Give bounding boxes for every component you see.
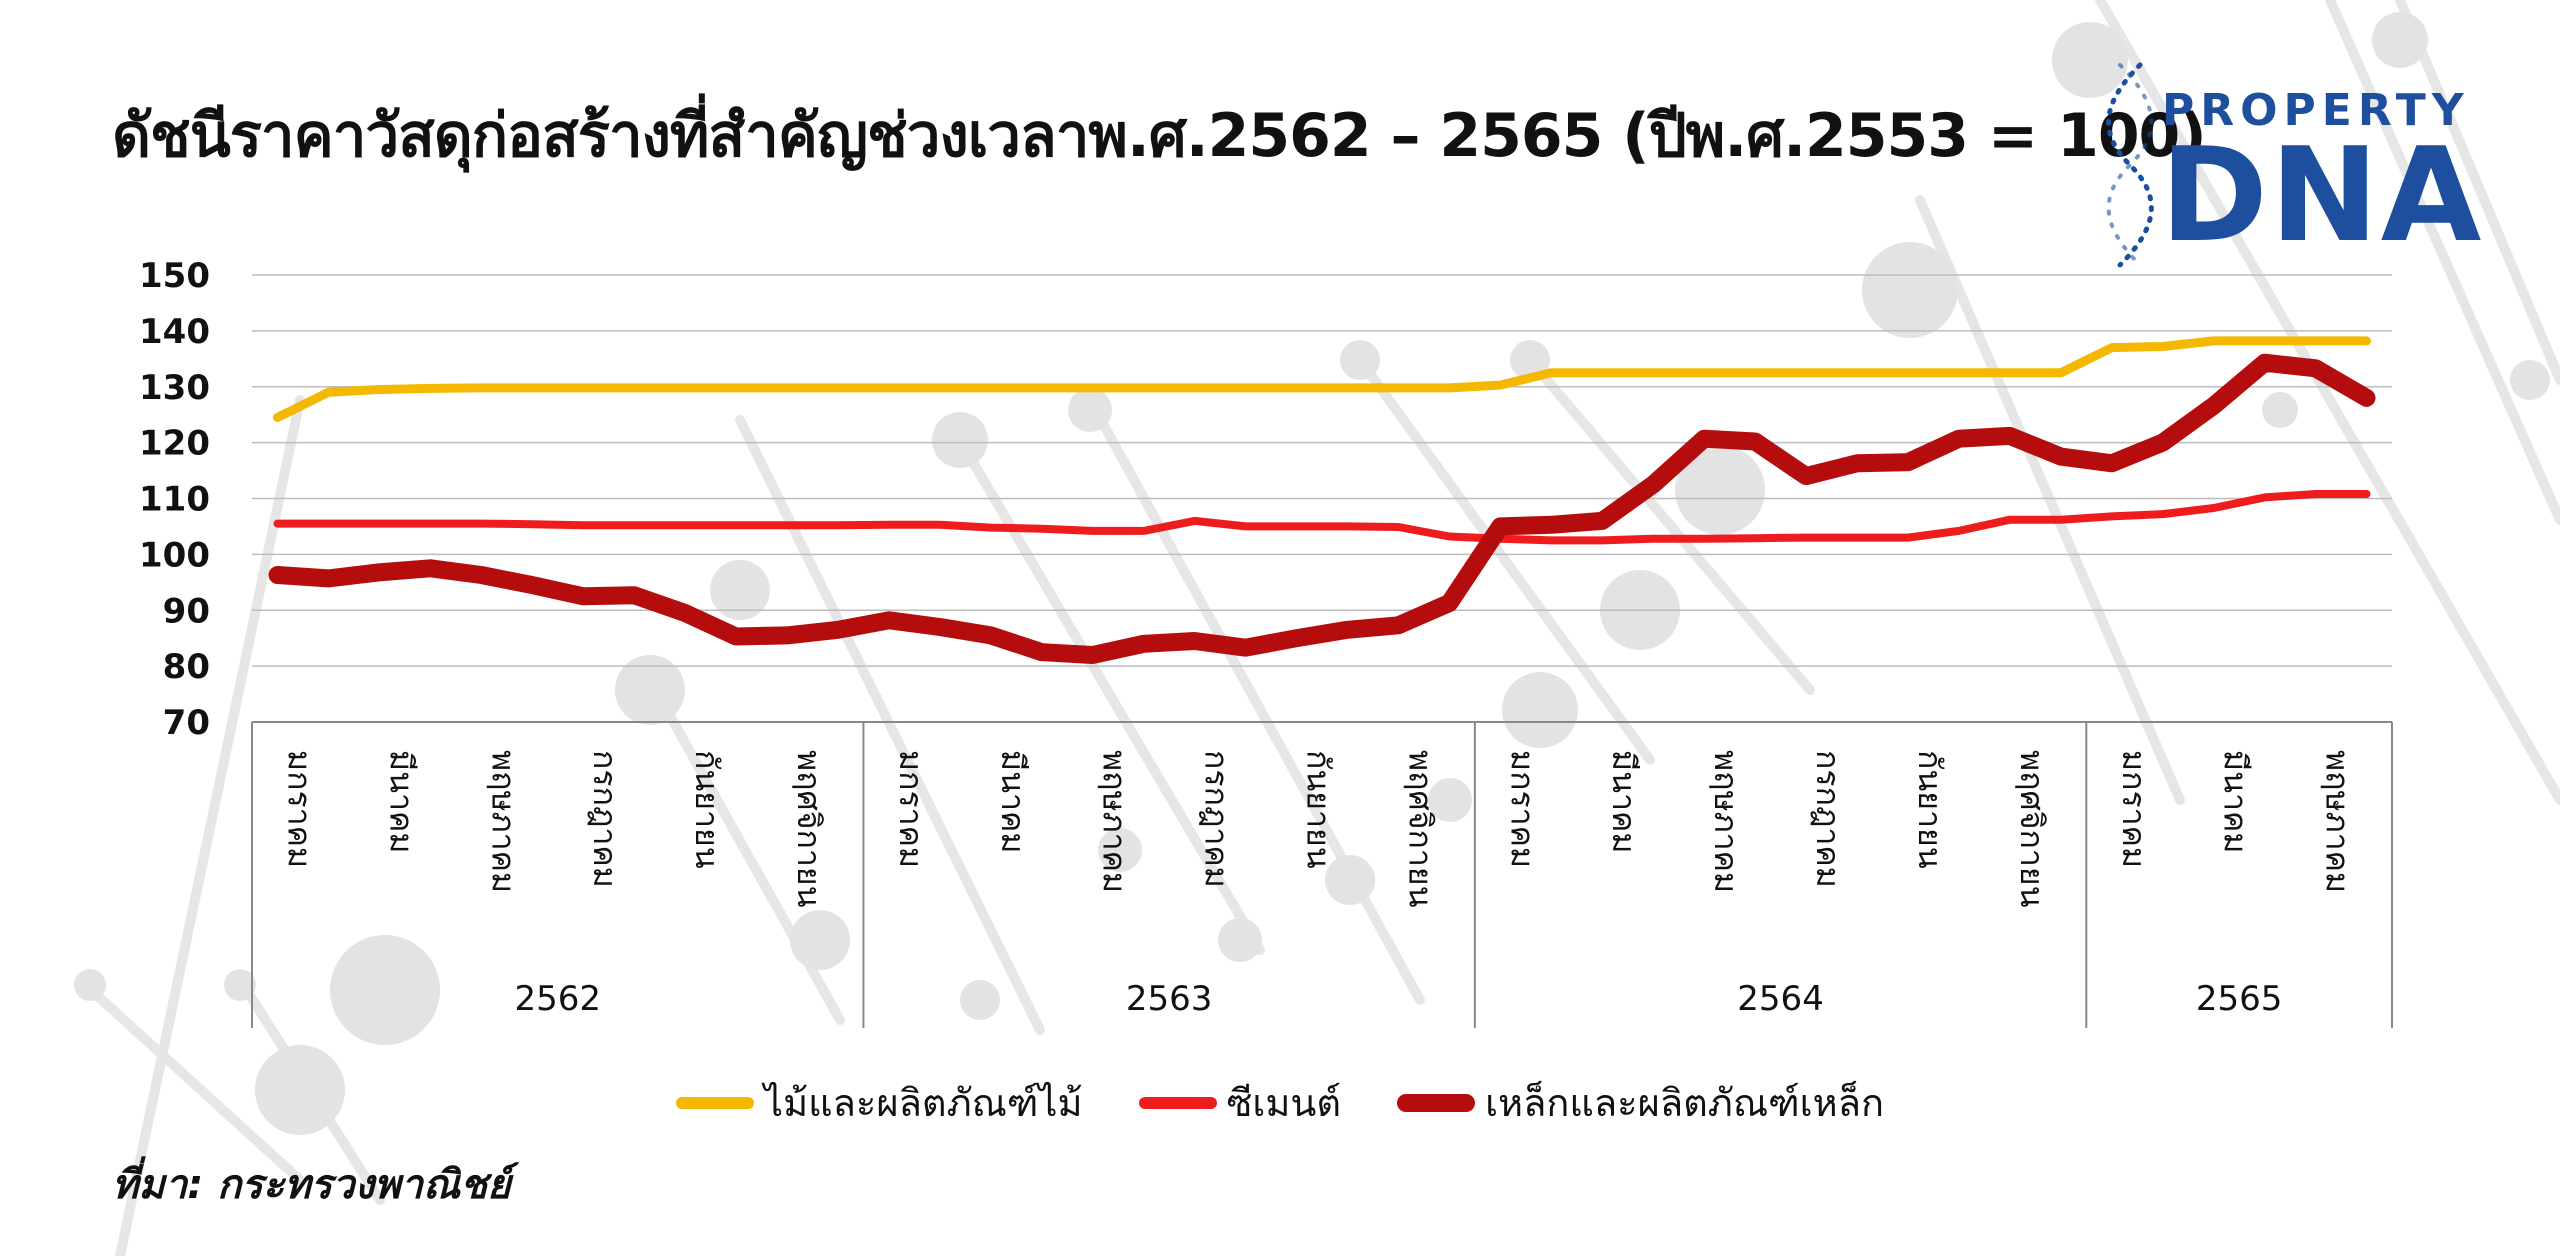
- x-tick-label: พฤศจิกายน: [790, 750, 828, 908]
- source-note: ที่มา: กระทรวงพาณิชย์: [112, 1162, 511, 1208]
- x-tick-label: กันยายน: [1911, 750, 1949, 869]
- x-tick-label: มีนาคม: [1605, 750, 1643, 853]
- y-tick-label: 70: [163, 703, 210, 743]
- y-tick-label: 80: [163, 647, 210, 687]
- x-tick-label: พฤศจิกายน: [2013, 750, 2051, 908]
- y-tick-label: 110: [139, 480, 210, 520]
- x-tick-label: มกราคม: [280, 750, 318, 868]
- legend-swatch-wood: [675, 1096, 754, 1109]
- x-tick-label: กรกฎาคม: [1809, 750, 1847, 888]
- legend-swatch-steel: [1397, 1093, 1476, 1112]
- x-tick-label: กันยายน: [688, 750, 726, 869]
- x-tick-label: พฤศจิกายน: [1401, 750, 1439, 908]
- logo-text-main: DNA: [2160, 119, 2484, 271]
- y-tick-label: 140: [139, 312, 210, 352]
- legend-swatch-cement: [1138, 1096, 1217, 1109]
- series-line: [268, 353, 2376, 664]
- y-tick-label: 120: [139, 424, 210, 464]
- x-tick-label: มกราคม: [892, 750, 930, 868]
- x-tick-label: มกราคม: [1503, 750, 1541, 868]
- year-label: 2563: [1126, 979, 1213, 1019]
- property-dna-logo: PROPERTY DNA: [2100, 55, 2520, 275]
- x-tick-label: พฤษภาคม: [2319, 750, 2357, 893]
- series-line: [273, 490, 2371, 545]
- year-label: 2565: [2196, 979, 2283, 1019]
- y-tick-label: 100: [139, 535, 210, 575]
- x-tick-label: กันยายน: [1300, 750, 1338, 869]
- x-tick-label: พฤษภาคม: [1096, 750, 1134, 893]
- legend-label-wood: ไม้และผลิตภัณฑ์ไม้: [763, 1081, 1083, 1125]
- x-tick-label: พฤษภาคม: [484, 750, 522, 893]
- x-tick-label: มีนาคม: [994, 750, 1032, 853]
- legend-item-steel: เหล็กและผลิตภัณฑ์เหล็ก: [1397, 1072, 1884, 1133]
- y-tick-label: 130: [139, 368, 210, 408]
- x-tick-label: กรกฎาคม: [1198, 750, 1236, 888]
- legend-label-cement: ซีเมนต์: [1226, 1081, 1342, 1125]
- chart-legend: ไม้และผลิตภัณฑ์ไม้ ซีเมนต์ เหล็กและผลิตภ…: [0, 1072, 2560, 1133]
- x-tick-label: มีนาคม: [382, 750, 420, 853]
- series-line: [273, 336, 2371, 422]
- legend-item-wood: ไม้และผลิตภัณฑ์ไม้: [675, 1072, 1083, 1133]
- x-tick-label: มกราคม: [2115, 750, 2153, 868]
- legend-label-steel: เหล็กและผลิตภัณฑ์เหล็ก: [1485, 1081, 1884, 1125]
- y-tick-label: 90: [163, 591, 210, 631]
- x-tick-label: กรกฎาคม: [586, 750, 624, 888]
- x-tick-label: มีนาคม: [2217, 750, 2255, 853]
- chart-title: ดัชนีราคาวัสดุก่อสร้างที่สำคัญช่วงเวลาพ.…: [112, 101, 2207, 171]
- year-label: 2562: [514, 979, 601, 1019]
- legend-item-cement: ซีเมนต์: [1138, 1072, 1342, 1133]
- y-tick-label: 150: [139, 256, 210, 296]
- x-tick-label: พฤษภาคม: [1707, 750, 1745, 893]
- logo-text-top: PROPERTY: [2162, 85, 2470, 136]
- year-label: 2564: [1737, 979, 1824, 1019]
- dna-helix-icon: [2106, 62, 2154, 268]
